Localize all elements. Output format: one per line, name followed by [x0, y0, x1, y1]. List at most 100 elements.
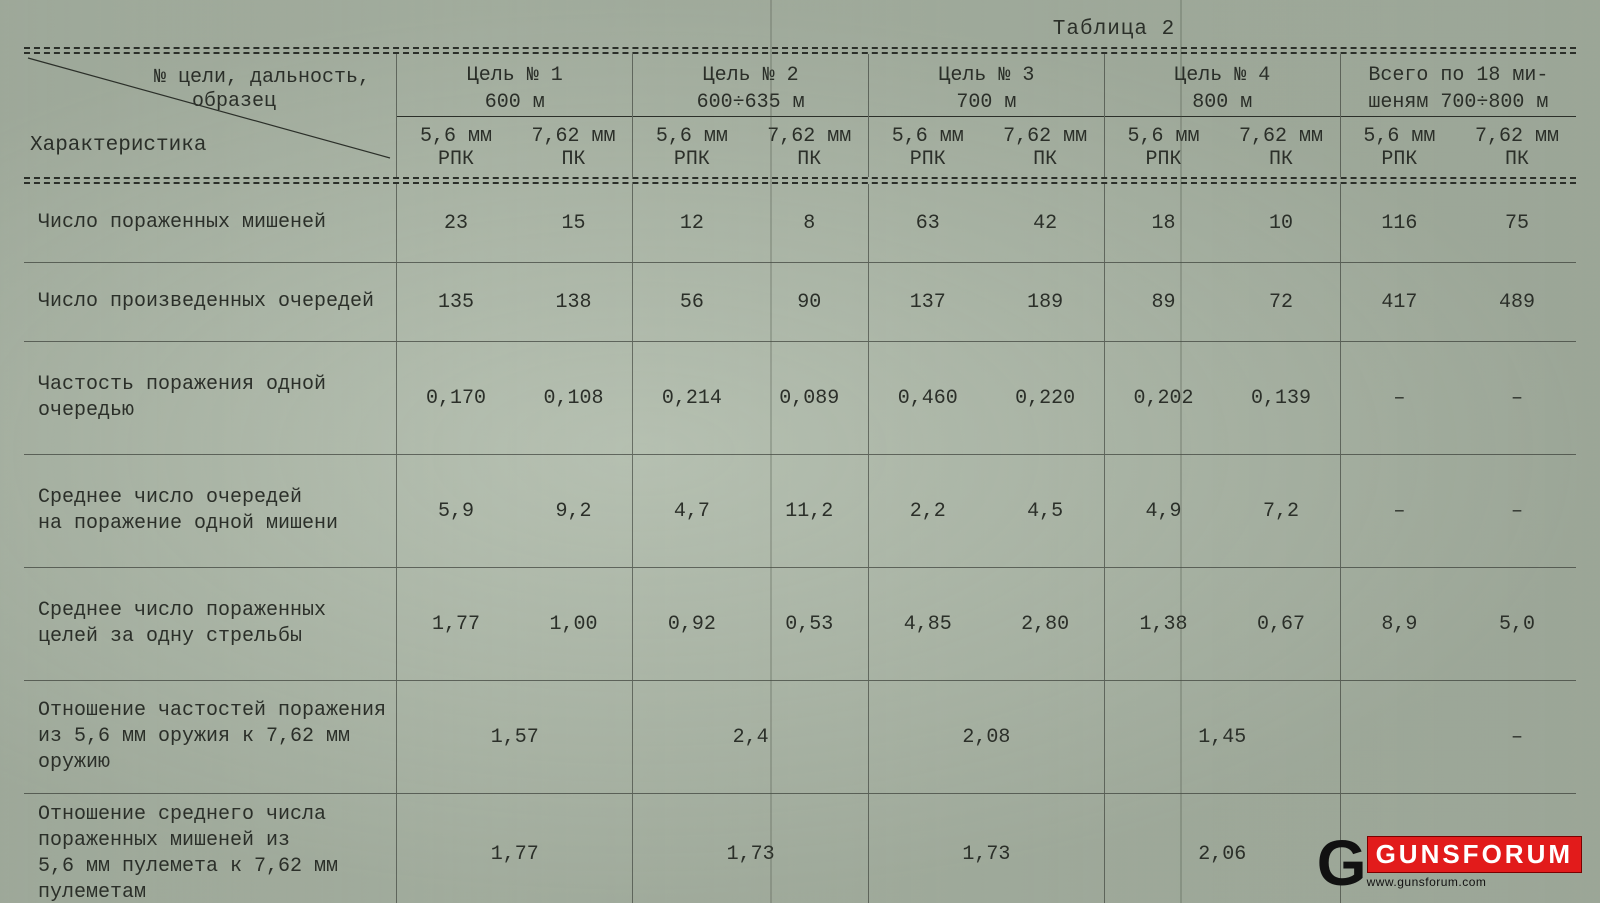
table-cell: 2,06 — [1104, 794, 1340, 903]
table-row: Частость поражения однойочередью0,170 0,1… — [24, 342, 1576, 455]
subcol-4b: 7,62 ммПК — [1222, 117, 1340, 178]
table-cell — [1340, 681, 1458, 794]
table-cell: 11,2 — [751, 455, 869, 568]
table-cell: 2,80 — [986, 568, 1104, 681]
table-cell: 2,2 — [869, 455, 987, 568]
table-row: Отношение частостей пораженияиз 5,6 мм о… — [24, 681, 1576, 794]
table-cell: 0,170 — [397, 342, 515, 455]
col-group-4: Цель № 4 800 м — [1104, 54, 1340, 117]
col-group-5-l2: шеням 700÷800 м — [1368, 91, 1548, 114]
table-cell: 89 — [1104, 263, 1222, 342]
row-label: Отношение среднего числапораженных мишен… — [24, 794, 397, 903]
row-header-title: Характеристика — [30, 132, 206, 160]
table-cell: 7,2 — [1222, 455, 1340, 568]
subcol-1a: 5,6 ммРПК — [397, 117, 515, 178]
table-cell: 0,220 — [986, 342, 1104, 455]
table-cell: 63 — [869, 184, 987, 263]
table-cell: 8 — [751, 184, 869, 263]
header-double-rule — [24, 177, 1576, 184]
table-cell: 417 — [1340, 263, 1458, 342]
table-cell: 1,57 — [397, 681, 633, 794]
col-group-4-l2: 800 м — [1192, 91, 1252, 114]
table-cell: 1,73 — [869, 794, 1105, 903]
subcol-5a: 5,6 ммРПК — [1340, 117, 1458, 178]
col-group-2: Цель № 2 600÷635 м — [633, 54, 869, 117]
table-cell: 72 — [1222, 263, 1340, 342]
table-row: Число пораженных мишеней2315128634218101… — [24, 184, 1576, 263]
double-rule-row — [24, 177, 1576, 184]
col-group-1-l1: Цель № 1 — [467, 64, 563, 87]
table-cell: 4,7 — [633, 455, 751, 568]
row-label: Число произведенных очередей — [24, 263, 397, 342]
col-group-1: Цель № 1 600 м — [397, 54, 633, 117]
table-cell: 138 — [515, 263, 633, 342]
table-cell: 0,92 — [633, 568, 751, 681]
subcol-5b: 7,62 ммПК — [1458, 117, 1576, 178]
diagonal-header-cell: № цели, дальность, образец Характеристик… — [24, 54, 397, 177]
table-cell: 10 — [1222, 184, 1340, 263]
table-cell: 0,460 — [869, 342, 987, 455]
table-cell: 8,9 — [1340, 568, 1458, 681]
table-cell: 4,5 — [986, 455, 1104, 568]
col-group-2-l2: 600÷635 м — [697, 91, 805, 114]
table-cell: 0,67 — [1222, 568, 1340, 681]
table-cell: 4,9 — [1104, 455, 1222, 568]
row-label: Среднее число очередейна поражение одной… — [24, 455, 397, 568]
table-cell: 1,77 — [397, 568, 515, 681]
table-cell: 75 — [1458, 184, 1576, 263]
table-cell: 15 — [515, 184, 633, 263]
table-row: Среднее число очередейна поражение одной… — [24, 455, 1576, 568]
table-cell: 137 — [869, 263, 987, 342]
col-group-3: Цель № 3 700 м — [869, 54, 1105, 117]
table-cell: 5,0 — [1458, 568, 1576, 681]
table-cell: – — [1458, 342, 1576, 455]
table-cell: – — [1458, 455, 1576, 568]
top-double-rule — [24, 47, 1576, 54]
watermark-brand: GUNSFORUM — [1367, 836, 1582, 873]
table-cell: 0,53 — [751, 568, 869, 681]
col-group-5-l1: Всего по 18 ми- — [1368, 64, 1548, 87]
subcol-2b: 7,62 ммПК — [751, 117, 869, 178]
diag-label-1: № цели, дальность, — [154, 64, 370, 91]
row-label: Частость поражения однойочередью — [24, 342, 397, 455]
col-group-3-l1: Цель № 3 — [938, 64, 1034, 87]
watermark-logo: G — [1317, 838, 1361, 889]
table-cell: 18 — [1104, 184, 1222, 263]
table-cell: 116 — [1340, 184, 1458, 263]
table-cell: 0,214 — [633, 342, 751, 455]
row-label: Среднее число пораженныхцелей за одну ст… — [24, 568, 397, 681]
table-cell: 489 — [1458, 263, 1576, 342]
col-group-1-l2: 600 м — [485, 91, 545, 114]
col-group-2-l1: Цель № 2 — [703, 64, 799, 87]
table-row: Среднее число пораженныхцелей за одну ст… — [24, 568, 1576, 681]
subcol-4a: 5,6 ммРПК — [1104, 117, 1222, 178]
col-group-4-l1: Цель № 4 — [1174, 64, 1270, 87]
table-cell: 1,73 — [633, 794, 869, 903]
table-cell: 2,08 — [869, 681, 1105, 794]
table-cell: 9,2 — [515, 455, 633, 568]
document-sheet: Таблица 2 № цели, дальность, образец Хар… — [0, 0, 1600, 903]
table-cell: 1,45 — [1104, 681, 1340, 794]
subcol-3b: 7,62 ммПК — [986, 117, 1104, 178]
table-cell: 1,38 — [1104, 568, 1222, 681]
table-cell: 12 — [633, 184, 751, 263]
table-cell: 189 — [986, 263, 1104, 342]
col-group-3-l2: 700 м — [956, 91, 1016, 114]
row-label: Отношение частостей пораженияиз 5,6 мм о… — [24, 681, 397, 794]
table-cell: 4,85 — [869, 568, 987, 681]
watermark-url: www.gunsforum.com — [1367, 875, 1487, 889]
subcol-2a: 5,6 ммРПК — [633, 117, 751, 178]
table-cell: 23 — [397, 184, 515, 263]
fold-shadow — [770, 0, 772, 903]
col-group-5: Всего по 18 ми- шеням 700÷800 м — [1340, 54, 1576, 117]
fold-shadow — [1180, 0, 1182, 903]
table-caption: Таблица 2 — [984, 18, 1244, 41]
table-cell: 0,139 — [1222, 342, 1340, 455]
table-header: № цели, дальность, образец Характеристик… — [24, 54, 1576, 177]
table-cell: 135 — [397, 263, 515, 342]
subcol-1b: 7,62 ммПК — [515, 117, 633, 178]
table-cell: 1,77 — [397, 794, 633, 903]
diag-label-2: образец — [192, 88, 276, 115]
table-cell: 90 — [751, 263, 869, 342]
table-body: Число пораженных мишеней2315128634218101… — [24, 184, 1576, 903]
